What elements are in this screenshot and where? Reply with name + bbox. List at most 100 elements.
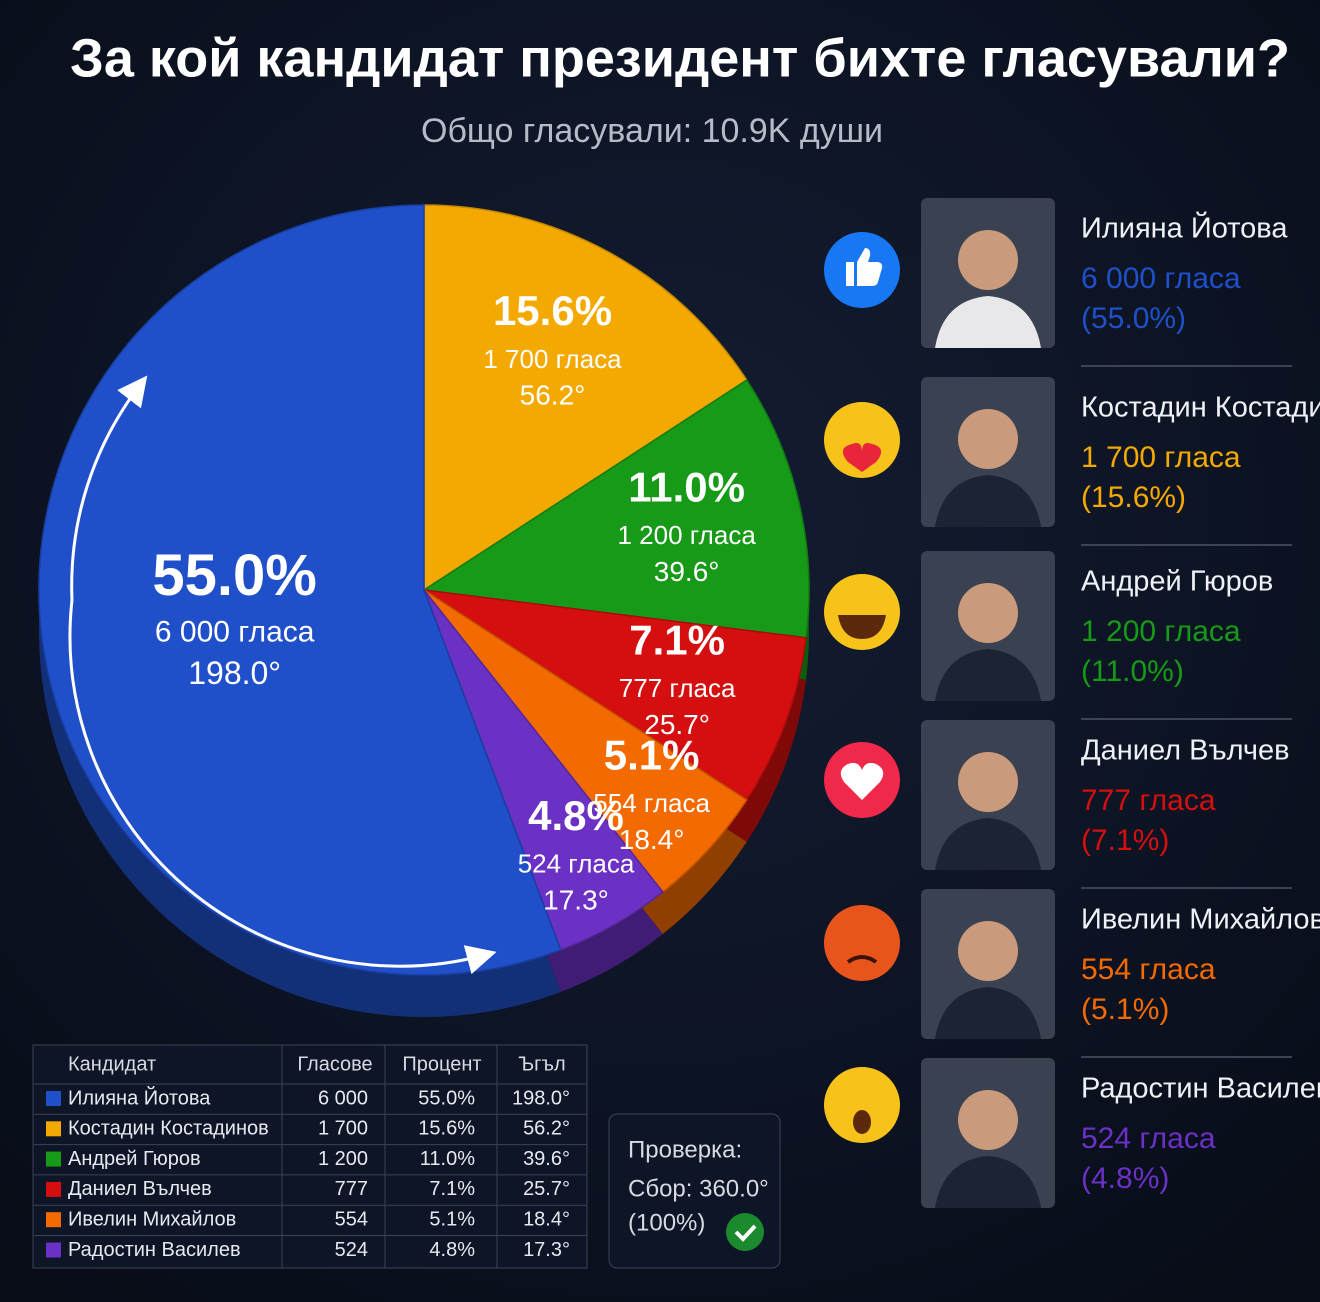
- check-box: Проверка: Сбор: 360.0° (100%): [608, 1113, 781, 1269]
- candidate-votes: 554 гласа: [1081, 953, 1216, 986]
- slice-angle: 198.0°: [188, 655, 281, 691]
- slice-percent: 7.1%: [629, 617, 725, 664]
- candidate-votes: 777 гласа: [1081, 784, 1216, 817]
- table-cell: 39.6°: [523, 1148, 570, 1170]
- photo-body: [935, 1156, 1041, 1208]
- slice-votes: 554 гласа: [593, 788, 710, 818]
- candidate-name: Радостин Василев: [1081, 1073, 1320, 1105]
- care-icon: [824, 402, 900, 478]
- table-cell: Радостин Василев: [68, 1239, 241, 1261]
- like-icon: [846, 248, 883, 286]
- candidate-name: Ивелин Михайлов: [1081, 904, 1320, 936]
- candidate-name: Даниел Вълчев: [1081, 735, 1290, 767]
- table-cell: 7.1%: [429, 1178, 475, 1200]
- candidate-share: (15.6%): [1081, 481, 1186, 514]
- table-cell: Даниел Вълчев: [68, 1178, 212, 1200]
- candidate-name: Илияна Йотова: [1081, 211, 1288, 245]
- candidate-share: (55.0%): [1081, 302, 1186, 335]
- slice: [38, 204, 562, 976]
- table-cell: 6 000: [318, 1087, 368, 1109]
- icons: [824, 232, 900, 1143]
- table-cell: 18.4°: [523, 1208, 570, 1230]
- pie: 15.6% 1 700 гласа 56.2° 11.0% 1 200 гласа 39.…: [38, 204, 810, 1017]
- slice-percent: 4.8%: [528, 792, 624, 839]
- table-cell: Андрей Гюров: [68, 1148, 201, 1170]
- table-swatch: [46, 1151, 61, 1167]
- photo-body: [935, 296, 1041, 348]
- table-cell: 56.2°: [523, 1118, 570, 1140]
- wow-icon: [853, 1110, 871, 1134]
- table-cell: 1 200: [318, 1148, 368, 1170]
- table-swatch: [46, 1091, 61, 1106]
- love-icon: [840, 762, 884, 800]
- title: За кой кандидат президент бихте гласувал…: [70, 28, 1290, 88]
- care-icon: [842, 443, 882, 472]
- arrow: [70, 375, 148, 601]
- wow-icon: [824, 1067, 900, 1143]
- check-share: (100%): [628, 1209, 705, 1236]
- slice-angle: 17.3°: [543, 884, 609, 915]
- haha-icon: [838, 615, 886, 639]
- slice-angle: 25.7°: [644, 709, 710, 740]
- table-cell: 25.7°: [523, 1178, 570, 1200]
- slice-percent: 55.0%: [152, 543, 316, 608]
- slice-votes: 1 700 гласа: [483, 344, 622, 374]
- photo-head: [958, 752, 1018, 812]
- haha-icon: [824, 574, 900, 650]
- arrow: [68, 599, 497, 975]
- table-cell: 777: [335, 1178, 368, 1200]
- candidate-name: Андрей Гюров: [1081, 566, 1273, 598]
- table-header: Процент: [402, 1053, 481, 1075]
- slice-percent: 15.6%: [493, 287, 612, 334]
- table-cell: Ивелин Михайлов: [68, 1208, 236, 1230]
- check-icon: [726, 1213, 764, 1251]
- photo-head: [958, 230, 1018, 290]
- slice-votes: 1 200 гласа: [617, 520, 756, 550]
- slice-votes: 777 гласа: [619, 673, 736, 703]
- slice-votes: 6 000 гласа: [155, 616, 315, 649]
- photo-body: [935, 649, 1041, 701]
- table-cell: Костадин Костадинов: [68, 1118, 269, 1140]
- table-cell: 1 700: [318, 1118, 368, 1140]
- photo-body: [935, 475, 1041, 527]
- table-swatch: [46, 1121, 61, 1137]
- table-cell: 524: [335, 1239, 368, 1261]
- slice: [423, 204, 748, 592]
- table-header: Гласове: [297, 1053, 372, 1075]
- slice-percent: 11.0%: [628, 464, 745, 511]
- candidate-name: Костадин Костадинов: [1081, 392, 1320, 424]
- slice: [423, 589, 807, 801]
- subtitle: Общо гласували: 10.9K души: [421, 112, 883, 150]
- angry-icon: [824, 905, 900, 981]
- table-frame: [32, 1044, 588, 1269]
- photo-head: [958, 409, 1018, 469]
- candidate-list: Илияна Йотова 6 000 гласа (55.0%) Костадин …: [921, 198, 1320, 1208]
- slice-percent: 5.1%: [604, 732, 700, 779]
- candidate-votes: 1 200 гласа: [1081, 615, 1241, 648]
- check-icon: [734, 1224, 757, 1242]
- slice-votes: 524 гласа: [518, 849, 635, 879]
- slice: [421, 379, 810, 639]
- candidate-share: (7.1%): [1081, 824, 1169, 857]
- candidate-votes: 1 700 гласа: [1081, 441, 1241, 474]
- table-cell: Илияна Йотова: [68, 1085, 211, 1109]
- photo-head: [958, 1090, 1018, 1150]
- table-cell: 5.1%: [429, 1208, 475, 1230]
- table-cell: 17.3°: [523, 1239, 570, 1261]
- photo-head: [958, 921, 1018, 981]
- slice-angle: 18.4°: [619, 824, 685, 855]
- table-cell: 554: [335, 1208, 368, 1230]
- table-cell: 4.8%: [429, 1239, 475, 1261]
- candidate-share: (5.1%): [1081, 993, 1169, 1026]
- table-cell: 15.6%: [418, 1118, 475, 1140]
- table-cell: 198.0°: [512, 1087, 570, 1109]
- photo-body: [935, 987, 1041, 1039]
- table-swatch: [46, 1242, 61, 1258]
- check-sum: Сбор: 360.0°: [628, 1175, 769, 1202]
- table-header: Кандидат: [68, 1053, 156, 1075]
- angry-icon: [846, 955, 878, 964]
- table-swatch: [46, 1212, 61, 1228]
- check-title: Проверка:: [628, 1136, 742, 1163]
- candidate-votes: 6 000 гласа: [1081, 262, 1241, 295]
- photo-head: [958, 583, 1018, 643]
